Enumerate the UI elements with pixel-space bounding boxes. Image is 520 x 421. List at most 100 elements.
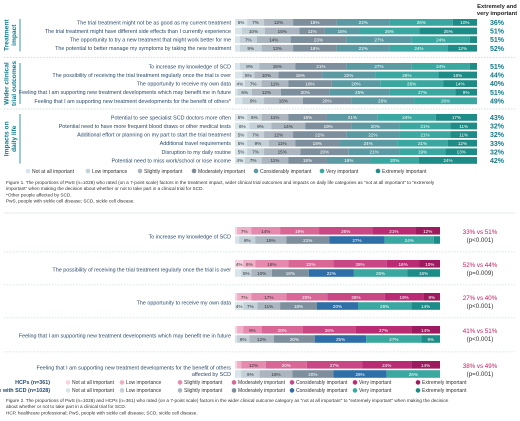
fig1-legend-label: Not at all important <box>32 169 75 175</box>
fig1-bar-seg <box>351 122 400 130</box>
fig2-bar-hcp-seg-label: 12% <box>249 363 258 368</box>
fig2-legend-hcp-dot <box>231 380 237 385</box>
fig2-legend-pws-label: Very important <box>359 388 392 394</box>
fig2-bar-hcp-seg-label: 22% <box>306 262 315 267</box>
fig1-bar-seg-label: 20% <box>390 158 399 163</box>
fig1-bar-seg-label: 24% <box>443 158 452 163</box>
fig2-bar-pws-seg-label: 16% <box>419 271 428 276</box>
fig1-bar-seg-label: 10% <box>460 20 469 25</box>
fig2-bar-hcp-seg <box>251 293 287 301</box>
fig2-bar-hcp-seg-label: 20% <box>302 295 311 300</box>
fig1-bar-seg-label: 9% <box>257 124 264 129</box>
fig2-bar-hcp-seg-label: 10% <box>425 262 434 267</box>
fig1-caption-line: important” when making the decision abou… <box>6 186 204 191</box>
fig1-bar-seg <box>268 139 296 147</box>
fig2-bar-pws-seg-label: 12% <box>257 337 266 342</box>
fig2-bar-hcp-seg <box>319 227 373 235</box>
fig2-bar-hcp-seg-label: 4% <box>236 262 243 267</box>
fig1-bar-seg <box>445 148 477 156</box>
fig1-bar-seg-label: 11% <box>459 132 468 137</box>
fig1-bar-seg-label: 19% <box>418 150 427 155</box>
fig1-bar-seg-label: 22% <box>368 132 377 137</box>
fig2-legend-hcp-dot <box>65 380 71 385</box>
fig2-bar-pws-seg <box>314 335 367 343</box>
fig1-bar-seg <box>247 139 269 147</box>
fig1-bar-seg <box>249 122 272 130</box>
fig1-bar-seg <box>239 63 260 70</box>
fig1-bar-seg <box>235 71 243 79</box>
fig1-bar-seg-label: 5% <box>238 20 245 25</box>
fig2-bar-hcp-seg-label: 7% <box>241 295 248 300</box>
fig1-bar-seg <box>293 19 337 26</box>
fig1-legend-dot <box>319 168 325 174</box>
fig2-bar-hcp-seg <box>243 260 256 268</box>
fig1-bar-seg <box>235 157 245 164</box>
fig2-pvalue: (p<0.001) <box>467 237 494 244</box>
fig2-bar-hcp-seg <box>411 361 440 369</box>
fig1-bar-seg-label: 5% <box>238 141 245 146</box>
fig1-row-total: 36% <box>490 20 505 27</box>
fig1-bar-seg-label: 20% <box>371 124 380 129</box>
fig2-bar-pws-seg <box>243 302 258 310</box>
fig1-bar-seg-label: 6% <box>241 90 248 95</box>
fig1-bar-seg <box>346 131 400 138</box>
fig1-row-total: 51% <box>490 64 505 71</box>
fig1-bar-seg <box>288 80 332 87</box>
fig2-bar-hcp-seg <box>237 361 242 369</box>
fig1-bar-seg <box>235 139 248 147</box>
fig1-bar-seg-label: 9% <box>255 141 262 146</box>
fig1-bar-seg-label: 16% <box>303 158 312 163</box>
fig1-legend-label: Extremely important <box>382 169 427 175</box>
fig1-bar-seg-label: 9% <box>247 46 254 51</box>
fig1-bar-seg <box>239 36 257 43</box>
fig2-legend-hcp-dot <box>289 380 295 385</box>
fig1-bar-seg <box>295 139 340 147</box>
fig1-bar-seg <box>324 27 360 35</box>
fig2-bar-hcp-seg <box>419 260 440 268</box>
fig1-bar-seg <box>331 80 381 87</box>
fig1-legend-label: Considerably important <box>260 169 312 175</box>
fig1-bar-seg <box>235 36 240 43</box>
fig2-bar-pws-seg-label: 16% <box>271 372 280 377</box>
fig2-comparison: 52% vs 44% <box>463 262 498 269</box>
fig2-legend-hcp-label: Considerably important <box>296 380 348 386</box>
fig2-row-label: Feeling that I am supporting new treatme… <box>37 365 232 371</box>
fig2-bar-hcp-seg <box>261 326 303 334</box>
fig2-bar-hcp-seg <box>372 227 416 235</box>
fig1-bar-seg <box>300 148 349 156</box>
fig1-bar-seg <box>261 44 294 52</box>
fig1-bar-seg-label: 15% <box>273 64 282 69</box>
fig2-bar-pws-seg <box>308 269 354 277</box>
fig2-bar-hcp-seg-label: 7% <box>241 229 248 234</box>
fig2-bar-hcp-seg <box>327 293 385 301</box>
fig1-bar-seg <box>261 80 289 87</box>
fig2-bar-hcp-seg <box>255 260 289 268</box>
fig2-bar-pws-seg-label: 7% <box>247 304 254 309</box>
fig1-bar-seg <box>469 36 477 43</box>
fig2-bar-pws-seg <box>235 335 238 343</box>
fig2-legend-pws-label: Considerably important <box>296 388 348 394</box>
fig2-bar-hcp-seg-label: 20% <box>282 363 291 368</box>
fig1-group-label-line: Wider clinical <box>4 62 11 105</box>
fig1-row-label: The trial treatment might not be as good… <box>77 20 232 26</box>
fig1-header-right: very important <box>477 11 517 17</box>
fig2-bar-hcp-seg <box>235 227 238 235</box>
fig1-bar-seg <box>261 157 289 164</box>
fig1-bar-seg <box>346 63 412 70</box>
fig1-bar-seg-label: 5% <box>238 132 245 137</box>
fig1-bar-seg <box>235 114 248 121</box>
fig2-bar-pws-seg-label: 5% <box>243 271 250 276</box>
fig2-bar-hcp-seg-label: 16% <box>398 262 407 267</box>
fig2-bar-pws-seg <box>241 370 260 378</box>
fig2-bar-pws-seg-label: 26% <box>409 372 418 377</box>
fig2-bar-pws-seg <box>251 269 272 277</box>
fig2-bar-pws-seg <box>317 302 358 310</box>
fig2-bar-pws-seg <box>271 269 309 277</box>
fig1-bar-seg <box>247 131 265 138</box>
fig1-bar-seg <box>322 71 376 79</box>
fig1-bar-seg <box>247 114 262 121</box>
fig2-bar-hcp-seg <box>235 293 238 301</box>
fig2-legend-pws-label: Slightly important <box>184 388 223 394</box>
fig1-bar-seg <box>264 27 300 35</box>
fig2-legend-hcp-label: Very important <box>359 380 392 386</box>
